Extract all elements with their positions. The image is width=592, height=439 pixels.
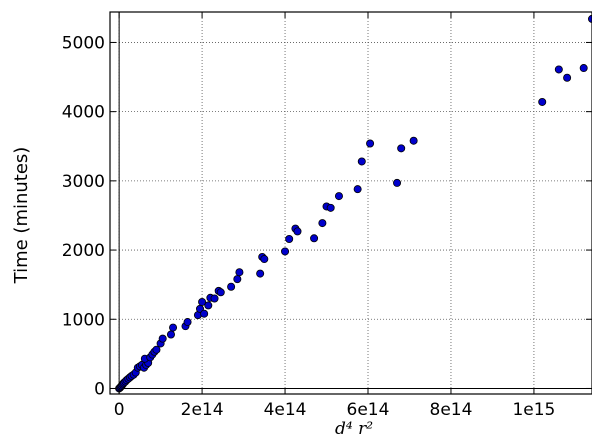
data-point bbox=[579, 64, 588, 73]
data-point bbox=[326, 203, 335, 212]
x-tick-label: 1e15 bbox=[512, 400, 555, 420]
y-tick-label: 2000 bbox=[62, 241, 105, 261]
zero-lines bbox=[110, 12, 592, 394]
data-point bbox=[334, 192, 343, 201]
data-point bbox=[235, 268, 244, 277]
data-point bbox=[233, 275, 242, 284]
data-point bbox=[166, 330, 175, 339]
data-point bbox=[588, 14, 592, 23]
data-point bbox=[285, 234, 294, 243]
data-point bbox=[397, 144, 406, 153]
tick-marks bbox=[110, 12, 592, 394]
data-point bbox=[227, 282, 236, 291]
data-point bbox=[204, 301, 213, 310]
data-point bbox=[198, 297, 207, 306]
plot-frame bbox=[109, 11, 592, 395]
grid-lines bbox=[110, 12, 592, 394]
x-tick-labels: 0 2e14 4e14 6e14 8e14 1e15 bbox=[114, 400, 556, 420]
y-tick-label: 4000 bbox=[62, 103, 105, 123]
data-point bbox=[210, 294, 219, 303]
data-point bbox=[293, 227, 302, 236]
y-tick-label: 3000 bbox=[62, 172, 105, 192]
data-point bbox=[310, 234, 319, 243]
data-point bbox=[366, 139, 375, 148]
data-point bbox=[169, 323, 178, 332]
data-point bbox=[393, 178, 402, 187]
data-point bbox=[152, 345, 161, 354]
y-axis-label: Time (minutes) bbox=[11, 147, 32, 285]
data-point bbox=[200, 309, 209, 318]
data-point bbox=[538, 97, 547, 106]
data-point bbox=[357, 157, 366, 166]
y-tick-labels: 0 1000 2000 3000 4000 5000 bbox=[62, 33, 105, 399]
x-tick-label: 4e14 bbox=[264, 400, 307, 420]
data-point bbox=[260, 255, 269, 264]
data-point bbox=[318, 219, 327, 228]
data-point bbox=[409, 136, 418, 145]
x-tick-label: 8e14 bbox=[430, 400, 473, 420]
x-tick-label: 2e14 bbox=[181, 400, 224, 420]
y-tick-label: 5000 bbox=[62, 33, 105, 53]
y-tick-label: 1000 bbox=[62, 310, 105, 330]
data-points bbox=[115, 14, 592, 393]
data-point bbox=[256, 269, 265, 278]
data-point bbox=[216, 288, 225, 297]
data-point bbox=[183, 318, 192, 327]
data-point bbox=[563, 73, 572, 82]
x-tick-label: 0 bbox=[114, 400, 125, 420]
x-tick-label: 6e14 bbox=[347, 400, 390, 420]
data-point bbox=[353, 185, 362, 194]
data-point bbox=[554, 65, 563, 74]
y-tick-label: 0 bbox=[94, 379, 105, 399]
data-point bbox=[158, 334, 167, 343]
data-point bbox=[281, 247, 290, 256]
x-axis-label: d⁴ r² bbox=[335, 419, 373, 439]
